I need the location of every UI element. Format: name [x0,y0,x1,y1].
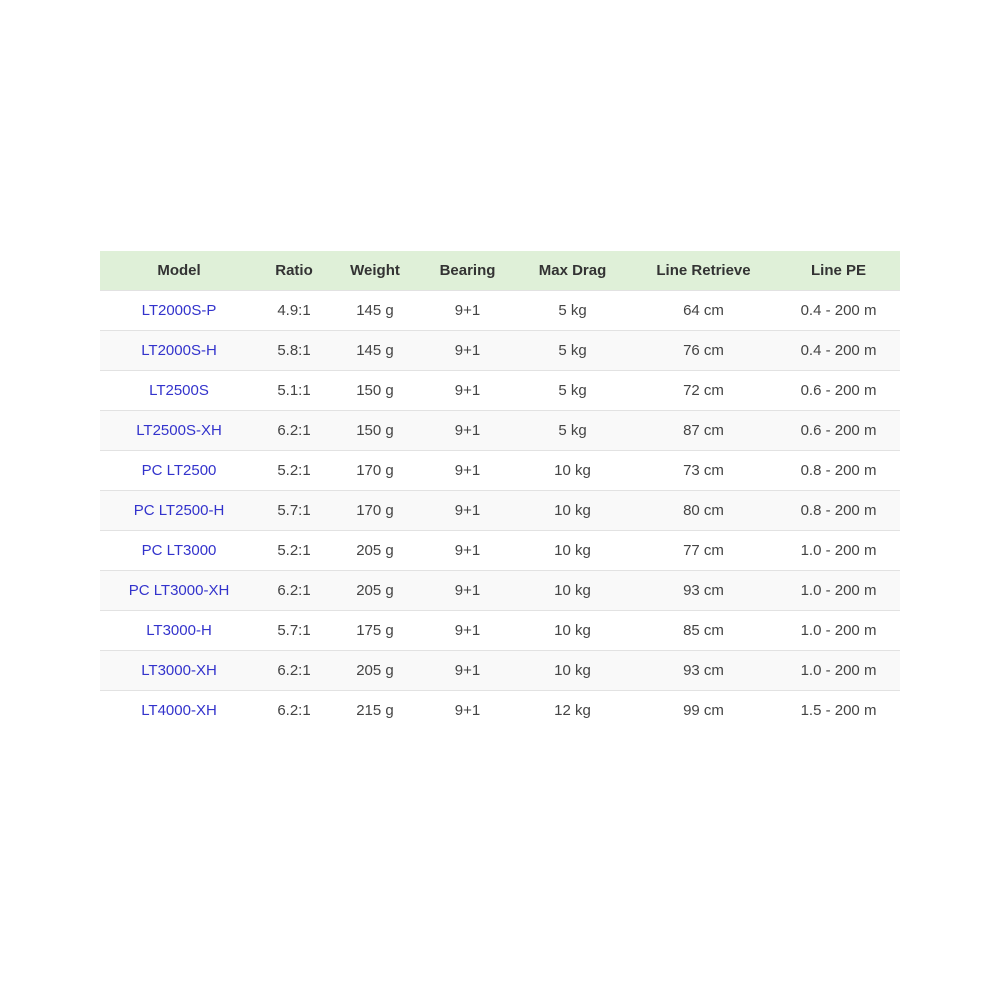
table-cell: 99 cm [630,690,777,730]
column-header: Line Retrieve [630,251,777,291]
header-row: Model Ratio Weight Bearing Max Drag Line Retr… [100,251,900,291]
table-row: LT3000-XH 6.2:1 205 g 9+1 10 kg 93 cm 1.0 - 20… [100,650,900,691]
table-cell: 5 kg [515,290,630,331]
table-cell: 12 kg [515,690,630,730]
table-cell: 72 cm [630,370,777,411]
table-row: LT2500S-XH 6.2:1 150 g 9+1 5 kg 87 cm 0.6 - 20… [100,410,900,451]
table-row: PC LT2500-H 5.7:1 170 g 9+1 10 kg 80 cm 0.8 - … [100,490,900,531]
table-cell: 5.7:1 [258,610,330,651]
table-cell: 0.6 - 200 m [777,410,900,451]
table-cell: 5.7:1 [258,490,330,531]
table-cell: 10 kg [515,450,630,491]
table-cell: 1.0 - 200 m [777,610,900,651]
table-cell: 205 g [330,570,420,611]
table-cell: 5.8:1 [258,330,330,371]
table-cell: 0.8 - 200 m [777,450,900,491]
table-cell: 150 g [330,370,420,411]
table-cell: 9+1 [420,370,515,411]
table-cell: 9+1 [420,690,515,730]
table-cell: 0.6 - 200 m [777,370,900,411]
table-cell: 0.4 - 200 m [777,290,900,331]
model-link[interactable]: LT2500S-XH [100,410,258,451]
table-row: LT4000-XH 6.2:1 215 g 9+1 12 kg 99 cm 1.5 - 20… [100,690,900,730]
table-cell: 73 cm [630,450,777,491]
table-row: PC LT3000 5.2:1 205 g 9+1 10 kg 77 cm 1.0 - 20… [100,530,900,571]
table-cell: 9+1 [420,570,515,611]
table-cell: 1.0 - 200 m [777,650,900,691]
table-cell: 6.2:1 [258,570,330,611]
table-cell: 10 kg [515,650,630,691]
model-link[interactable]: LT3000-XH [100,650,258,691]
table-cell: 1.5 - 200 m [777,690,900,730]
column-header: Model [100,251,258,291]
table-row: LT2000S-P 4.9:1 145 g 9+1 5 kg 64 cm 0.4 - 200… [100,290,900,331]
table-cell: 205 g [330,530,420,571]
table-cell: 6.2:1 [258,410,330,451]
spec-table: Model Ratio Weight Bearing Max Drag Line Retr… [100,251,900,730]
table-cell: 9+1 [420,490,515,531]
table-row: LT2500S 5.1:1 150 g 9+1 5 kg 72 cm 0.6 - 200 m [100,370,900,411]
table-row: PC LT3000-XH 6.2:1 205 g 9+1 10 kg 93 cm 1.0 -… [100,570,900,611]
table-cell: 145 g [330,330,420,371]
table-cell: 1.0 - 200 m [777,570,900,611]
model-link[interactable]: PC LT3000-XH [100,570,258,611]
column-header: Max Drag [515,251,630,291]
table-cell: 80 cm [630,490,777,531]
table-cell: 10 kg [515,610,630,651]
table-cell: 1.0 - 200 m [777,530,900,571]
model-link[interactable]: LT3000-H [100,610,258,651]
table-row: LT2000S-H 5.8:1 145 g 9+1 5 kg 76 cm 0.4 - 200… [100,330,900,371]
table-cell: 93 cm [630,650,777,691]
table-cell: 5.2:1 [258,530,330,571]
table-cell: 170 g [330,450,420,491]
table-cell: 85 cm [630,610,777,651]
table-cell: 76 cm [630,330,777,371]
table-cell: 145 g [330,290,420,331]
column-header: Weight [330,251,420,291]
table-cell: 87 cm [630,410,777,451]
model-link[interactable]: PC LT2500 [100,450,258,491]
column-header: Ratio [258,251,330,291]
table-row: LT3000-H 5.7:1 175 g 9+1 10 kg 85 cm 1.0 - 200… [100,610,900,651]
table-cell: 150 g [330,410,420,451]
table-cell: 5 kg [515,330,630,371]
table-cell: 215 g [330,690,420,730]
table-cell: 9+1 [420,650,515,691]
table-cell: 5 kg [515,410,630,451]
table-cell: 170 g [330,490,420,531]
table-cell: 9+1 [420,330,515,371]
table-cell: 6.2:1 [258,690,330,730]
table-cell: 10 kg [515,570,630,611]
model-link[interactable]: LT2000S-H [100,330,258,371]
model-link[interactable]: LT2500S [100,370,258,411]
table-cell: 10 kg [515,490,630,531]
table-cell: 9+1 [420,410,515,451]
table-cell: 6.2:1 [258,650,330,691]
table-cell: 0.4 - 200 m [777,330,900,371]
table-cell: 64 cm [630,290,777,331]
table-row: PC LT2500 5.2:1 170 g 9+1 10 kg 73 cm 0.8 - 20… [100,450,900,491]
table-cell: 10 kg [515,530,630,571]
table-cell: 5.2:1 [258,450,330,491]
table-cell: 5.1:1 [258,370,330,411]
model-link[interactable]: PC LT2500-H [100,490,258,531]
model-link[interactable]: PC LT3000 [100,530,258,571]
column-header: Bearing [420,251,515,291]
table-cell: 205 g [330,650,420,691]
table-cell: 9+1 [420,450,515,491]
table-cell: 4.9:1 [258,290,330,331]
column-header: Line PE [777,251,900,291]
table-cell: 93 cm [630,570,777,611]
table-cell: 0.8 - 200 m [777,490,900,531]
table-cell: 9+1 [420,530,515,571]
table-cell: 5 kg [515,370,630,411]
table-cell: 175 g [330,610,420,651]
model-link[interactable]: LT2000S-P [100,290,258,331]
table-cell: 9+1 [420,610,515,651]
table-cell: 9+1 [420,290,515,331]
table-cell: 77 cm [630,530,777,571]
model-link[interactable]: LT4000-XH [100,690,258,730]
